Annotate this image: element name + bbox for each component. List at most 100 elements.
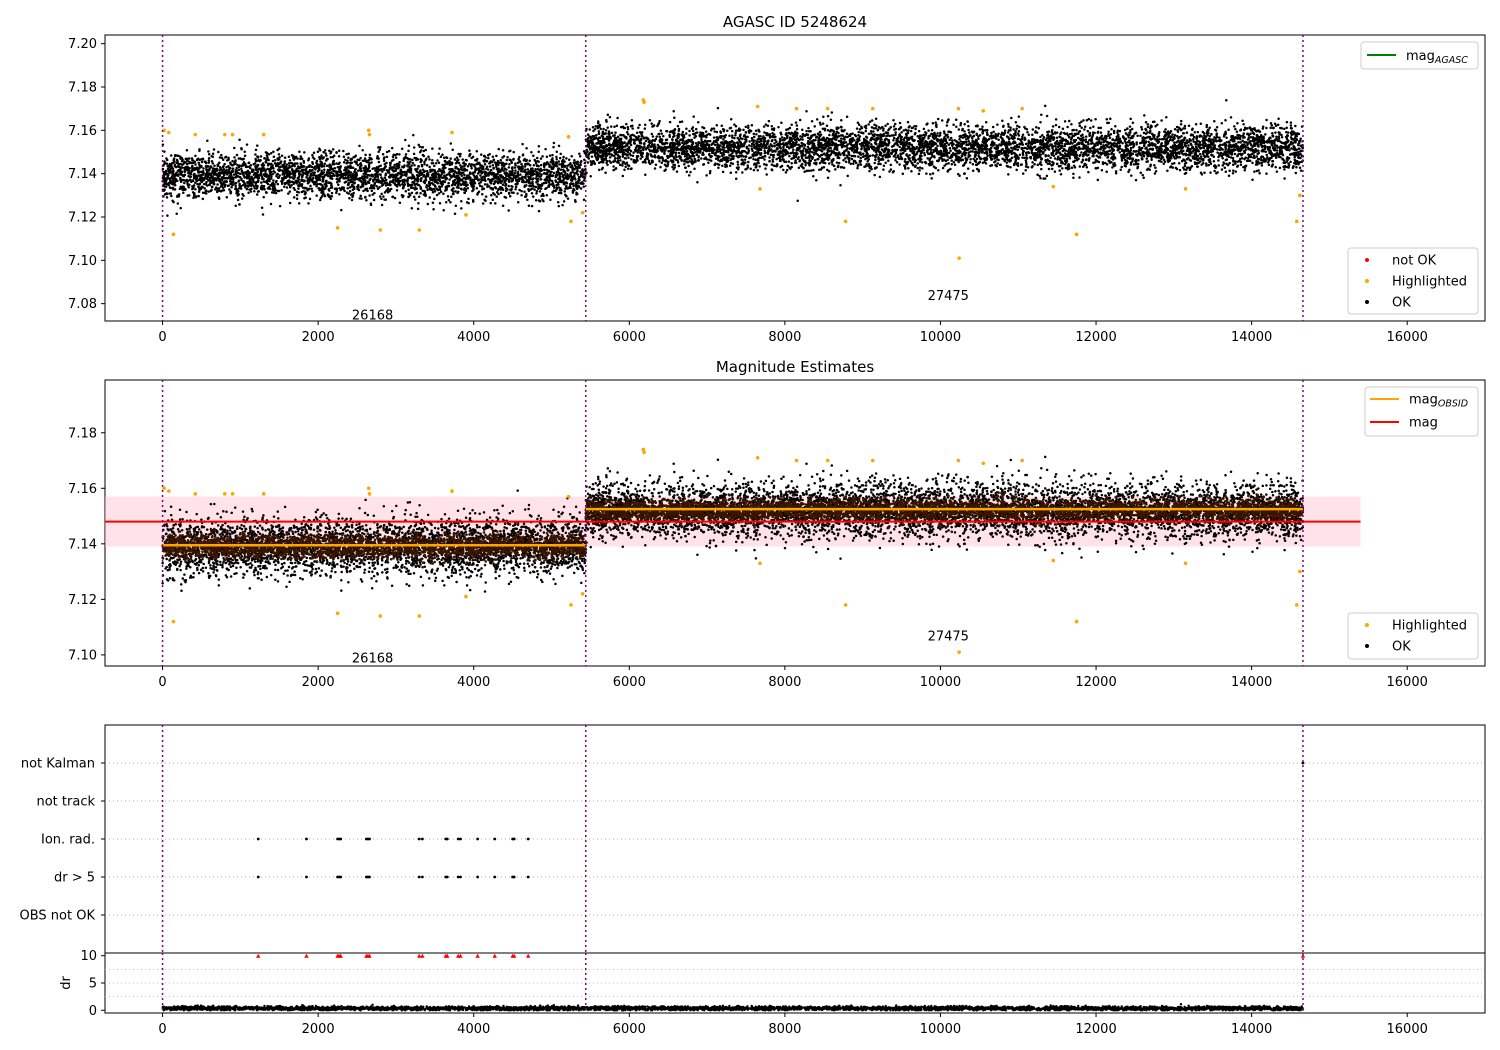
ok-point [422,175,425,178]
ok-point [181,186,185,190]
ok-point [575,181,578,185]
ok-point [439,155,443,159]
ok-point [455,186,459,189]
ok-point [377,146,380,149]
ok-point [523,157,526,161]
ok-point [373,181,377,185]
ok-point [771,160,775,163]
ok-point [358,144,361,148]
ok-point [557,172,561,176]
ok-point [265,191,268,195]
ok-point [1131,121,1135,124]
ok-point [165,196,169,199]
ok-point [165,192,169,196]
ok-point [558,189,562,192]
ok-point [406,156,409,160]
ok-point [175,158,179,162]
ok-point [906,120,910,124]
ok-point [752,157,755,161]
ok-point [621,164,624,167]
ok-point [545,155,549,158]
ok-point [246,181,249,184]
ok-point [491,177,494,181]
ok-point [322,156,326,159]
ok-point [325,154,328,157]
ok-point [417,195,421,199]
ok-point [403,178,406,181]
ok-point [501,183,505,187]
ok-point [573,163,577,167]
ok-point [431,181,434,185]
ok-point [570,179,574,182]
ok-point [198,148,201,151]
ok-point [237,190,240,193]
ok-point [860,147,863,151]
ok-point [394,169,398,172]
ok-point [225,165,228,169]
ok-point [403,173,407,177]
ok-point [813,125,816,128]
ok-point [275,173,279,176]
ok-point [457,161,461,165]
ok-point [301,171,305,174]
ok-point [434,162,438,165]
ok-point [507,166,511,169]
ok-point [1179,122,1183,126]
ok-point [419,173,423,177]
ok-point [342,161,346,164]
ok-point [438,175,441,178]
ok-point [571,168,574,171]
ok-point [261,213,265,216]
ok-point [447,181,450,185]
ok-point [323,194,327,198]
ok-point [451,192,455,196]
ok-point [243,184,247,187]
ok-point [818,161,822,165]
ok-point [306,174,309,177]
ok-point [201,185,204,189]
ok-point [554,174,558,177]
ok-point [331,163,335,166]
ok-point [245,143,249,146]
ok-point [189,175,193,178]
ok-point [250,170,254,174]
ok-point [419,177,423,181]
ok-point [367,166,370,170]
ok-point [309,164,312,168]
ok-point [763,158,766,161]
ok-point [419,179,423,183]
ok-point [431,201,435,205]
ok-point [233,162,236,165]
ok-point [292,186,296,190]
ok-point [507,184,510,188]
ok-point [522,170,525,173]
ok-point [254,168,258,172]
ok-point [436,181,440,185]
ok-point [520,168,523,171]
ok-point [452,187,455,190]
ok-point [572,184,575,188]
ok-point [565,182,569,185]
ok-point [451,148,454,152]
ok-point [396,177,400,180]
ok-point [363,171,367,175]
ok-point [428,158,431,161]
ok-point [297,191,301,194]
ok-point [865,162,868,166]
ok-point [335,150,338,154]
ok-point [545,186,548,190]
ok-point [1038,174,1041,178]
ok-point [997,158,1000,162]
ok-point [582,176,586,179]
ok-point [236,194,239,197]
ok-point [440,185,444,188]
ok-point [462,161,466,164]
ok-point [489,168,493,172]
ok-point [904,144,907,147]
ok-point [1071,129,1074,132]
ok-point [931,172,935,175]
ok-point [283,160,287,163]
ok-point [423,191,427,195]
ok-point [168,192,171,195]
ok-point [392,181,395,184]
